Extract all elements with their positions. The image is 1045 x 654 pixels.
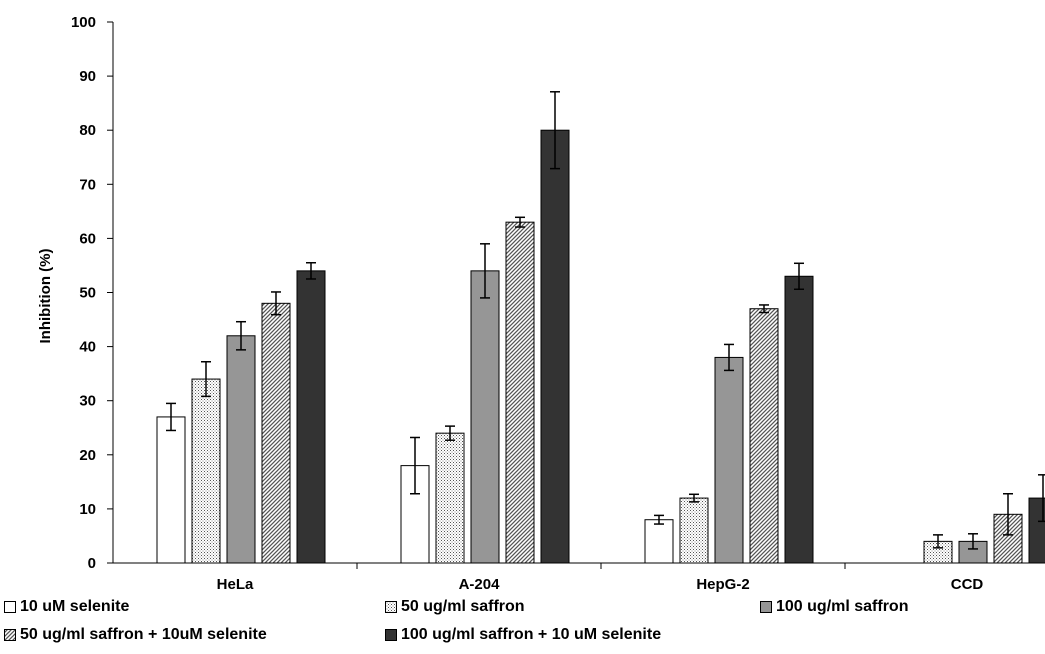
legend-swatch [4, 601, 16, 613]
legend-item: 50 ug/ml saffron [385, 598, 525, 616]
y-axis-title: Inhibition (%) [37, 249, 54, 344]
y-tick-label: 20 [79, 447, 96, 464]
bar [680, 498, 708, 563]
bar [436, 433, 464, 563]
legend-item: 100 ug/ml saffron [760, 598, 908, 616]
legend-item: 100 ug/ml saffron + 10 uM selenite [385, 626, 661, 644]
legend-swatch [4, 629, 16, 641]
bar [715, 357, 743, 563]
bar [785, 276, 813, 563]
bar [541, 130, 569, 563]
x-tick-label: HeLa [217, 576, 254, 593]
x-tick-label: HepG-2 [696, 576, 749, 593]
bar [157, 417, 185, 563]
bar [506, 222, 534, 563]
y-tick-label: 60 [79, 230, 96, 247]
y-tick-label: 90 [79, 68, 96, 85]
legend-item: 50 ug/ml saffron + 10uM selenite [4, 626, 267, 644]
legend-swatch [760, 601, 772, 613]
y-tick-label: 50 [79, 285, 96, 302]
legend-swatch [385, 629, 397, 641]
x-tick-label: A-204 [459, 576, 501, 593]
legend-label: 100 ug/ml saffron + 10 uM selenite [401, 626, 661, 644]
x-tick-label: CCD [951, 576, 984, 593]
legend-label: 10 uM selenite [20, 598, 129, 616]
legend-swatch [385, 601, 397, 613]
bar [227, 336, 255, 563]
y-tick-label: 40 [79, 339, 96, 356]
legend-label: 50 ug/ml saffron [401, 598, 525, 616]
y-tick-label: 80 [79, 122, 96, 139]
y-tick-label: 70 [79, 176, 96, 193]
bar [192, 379, 220, 563]
bar [262, 303, 290, 563]
bar [297, 271, 325, 563]
bar [750, 309, 778, 563]
bar [645, 520, 673, 563]
y-tick-label: 100 [71, 14, 96, 31]
legend-label: 100 ug/ml saffron [776, 598, 908, 616]
y-tick-label: 30 [79, 393, 96, 410]
y-tick-label: 10 [79, 501, 96, 518]
bar [471, 271, 499, 563]
y-tick-label: 0 [88, 555, 96, 572]
legend-item: 10 uM selenite [4, 598, 129, 616]
legend-label: 50 ug/ml saffron + 10uM selenite [20, 626, 267, 644]
